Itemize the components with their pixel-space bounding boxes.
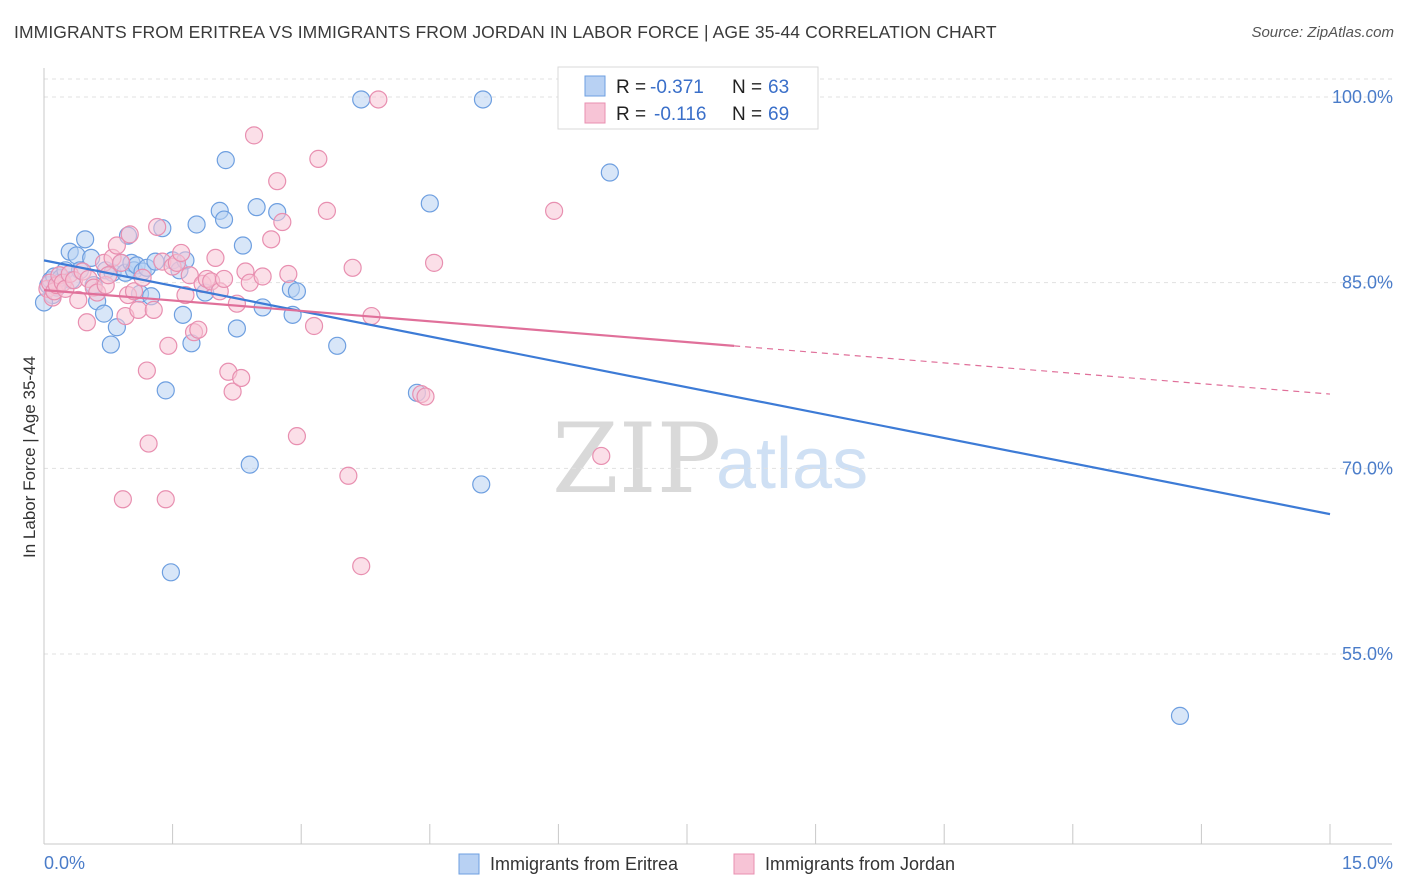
correlation-legend: R = -0.371 N = 63 R = -0.116 N = 69	[557, 66, 819, 130]
jordan-point	[148, 217, 167, 237]
gridlines: 55.0% 70.0% 85.0% 100.0%	[44, 78, 1393, 664]
eritrea-point	[352, 90, 371, 109]
jordan-point	[156, 490, 175, 509]
eritrea-point	[101, 335, 120, 354]
watermark-atlas: atlas	[716, 424, 868, 504]
jordan-point	[180, 266, 199, 285]
jordan-point	[120, 225, 139, 244]
y-tick-label: 55.0%	[1342, 644, 1393, 664]
jordan-trend-line	[43, 288, 735, 347]
eritrea-point	[420, 194, 439, 213]
y-axis-label: In Labor Force | Age 35-44	[20, 356, 39, 558]
x-tick-label-min: 0.0%	[44, 853, 85, 873]
eritrea-point	[187, 215, 206, 234]
jordan-point	[352, 557, 371, 576]
jordan-point	[262, 230, 281, 249]
jordan-point	[279, 264, 298, 284]
jordan-point	[159, 336, 178, 355]
axes: 0.0% 15.0%	[43, 68, 1393, 873]
jordan-point	[223, 382, 242, 401]
jordan-point	[232, 368, 251, 388]
jordan-point	[339, 466, 358, 485]
jordan-point	[309, 149, 328, 168]
jordan-points	[38, 90, 611, 576]
jordan-point	[287, 427, 307, 446]
eritrea-point	[227, 319, 246, 338]
chart-title: IMMIGRANTS FROM ERITREA VS IMMIGRANTS FR…	[14, 22, 997, 42]
bottom-legend-label-jordan: Immigrants from Jordan	[765, 854, 955, 874]
chart-source: Source: ZipAtlas.com	[1251, 24, 1394, 41]
legend-r-label-eritrea: R =	[616, 77, 651, 98]
eritrea-point	[473, 90, 493, 109]
eritrea-point	[216, 151, 235, 170]
jordan-point	[268, 172, 287, 191]
x-tick-label-max: 15.0%	[1342, 853, 1393, 873]
eritrea-trend-line	[43, 259, 1331, 516]
series-legend: Immigrants from Eritrea Immigrants from …	[458, 853, 955, 875]
legend-swatch-jordan	[584, 102, 606, 124]
y-tick-label: 100.0%	[1332, 87, 1393, 107]
eritrea-point	[156, 381, 175, 400]
eritrea-point	[600, 163, 619, 182]
y-tick-label: 70.0%	[1342, 458, 1393, 478]
jordan-point	[77, 313, 96, 332]
watermark-zip: ZIP	[552, 403, 721, 515]
eritrea-point	[173, 305, 192, 324]
bottom-legend-swatch-eritrea	[458, 853, 480, 875]
jordan-point	[592, 446, 611, 466]
jordan-point	[369, 90, 388, 109]
jordan-point	[144, 300, 163, 319]
jordan-point	[129, 300, 148, 319]
eritrea-point	[472, 475, 491, 494]
jordan-point	[206, 248, 225, 268]
watermark: ZIP atlas	[552, 403, 868, 515]
eritrea-point	[328, 336, 347, 355]
bottom-legend-swatch-jordan	[733, 853, 755, 875]
jordan-point	[273, 212, 292, 232]
legend-r-value-jordan: -0.116	[654, 104, 706, 125]
eritrea-point	[247, 198, 266, 217]
eritrea-point	[233, 236, 253, 255]
jordan-point	[214, 269, 234, 289]
jordan-point	[172, 243, 191, 263]
jordan-point	[545, 201, 564, 220]
jordan-trend-line-extension	[734, 345, 1331, 395]
bottom-legend-label-eritrea: Immigrants from Eritrea	[490, 854, 679, 874]
jordan-point	[424, 253, 444, 272]
jordan-point	[112, 253, 131, 272]
jordan-point	[113, 490, 132, 509]
jordan-point	[244, 126, 264, 145]
jordan-point	[124, 282, 144, 301]
legend-n-value-jordan: 69	[768, 104, 789, 125]
jordan-point	[107, 236, 126, 255]
legend-r-value-eritrea: -0.371	[650, 77, 704, 98]
jordan-point	[416, 387, 435, 406]
jordan-point	[343, 258, 362, 277]
eritrea-point	[161, 563, 180, 582]
jordan-point	[139, 434, 158, 453]
jordan-point	[304, 316, 324, 336]
jordan-point	[253, 267, 272, 286]
jordan-point	[189, 320, 208, 339]
y-tick-label: 85.0%	[1342, 273, 1393, 293]
eritrea-point	[214, 210, 234, 229]
eritrea-point	[240, 455, 259, 474]
legend-swatch-eritrea	[584, 75, 606, 97]
jordan-point	[137, 361, 156, 380]
legend-n-value-eritrea: 63	[768, 77, 789, 98]
legend-r-label-jordan: R =	[616, 104, 651, 125]
jordan-point	[317, 201, 337, 220]
eritrea-point	[287, 282, 307, 301]
eritrea-point	[94, 304, 114, 323]
jordan-point	[69, 290, 88, 310]
jordan-point	[176, 285, 195, 305]
legend-n-label-eritrea: N =	[732, 77, 767, 98]
eritrea-point	[1170, 706, 1190, 725]
eritrea-point	[76, 230, 95, 249]
trend-lines	[43, 259, 1331, 516]
legend-n-label-jordan: N =	[732, 104, 767, 125]
